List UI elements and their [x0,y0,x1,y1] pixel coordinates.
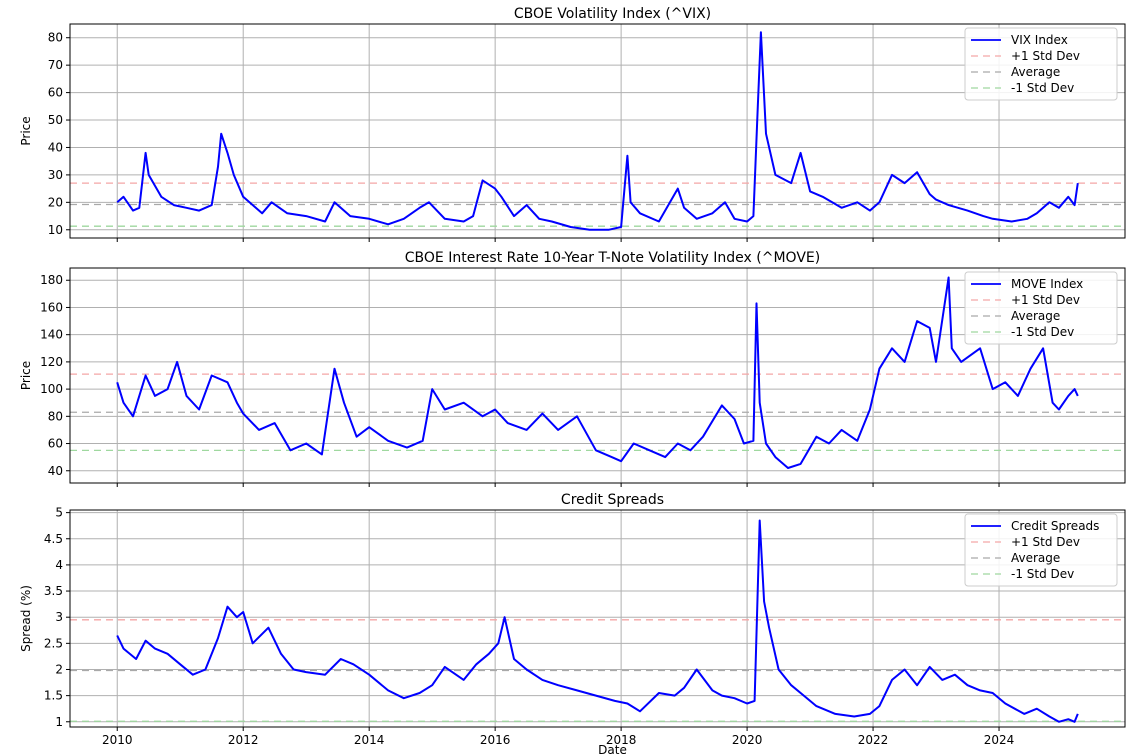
x-tick-label: 2020 [732,733,763,747]
legend-label: Average [1011,309,1060,323]
y-tick-label: 40 [48,140,63,154]
y-tick-label: 3.5 [44,584,63,598]
legend-label: +1 Std Dev [1011,49,1080,63]
x-tick-label: 2010 [102,733,133,747]
x-tick-label: 2014 [354,733,385,747]
y-tick-label: 50 [48,113,63,127]
y-tick-label: 70 [48,58,63,72]
y-tick-label: 1.5 [44,689,63,703]
y-tick-label: 140 [40,328,63,342]
legend-label: -1 Std Dev [1011,325,1074,339]
y-tick-label: 60 [48,86,63,100]
y-tick-label: 120 [40,355,63,369]
legend-label: Average [1011,551,1060,565]
y-tick-label: 5 [55,506,63,520]
legend-label: +1 Std Dev [1011,293,1080,307]
y-tick-label: 4.5 [44,532,63,546]
y-tick-label: 60 [48,437,63,451]
legend-box [964,513,1118,587]
legend-label: -1 Std Dev [1011,81,1074,95]
legend: Credit Spreads +1 Std Dev Average -1 Std De… [964,513,1118,587]
legend-box [964,271,1118,345]
y-tick-label: 4 [55,558,63,572]
y-tick-label: 80 [48,31,63,45]
move-panel: 40 60 80 100 120 140 160 180 CBOE Interest Rate … [19,250,1126,487]
y-tick-label: 2 [55,662,63,676]
credit-spreads-panel: 1 1.5 2 2.5 3 3.5 4 4.5 5 2010 2012 2014 2016 2018 202… [19,492,1126,754]
y-tick-label: 1 [55,715,63,729]
legend-label: VIX Index [1011,33,1068,47]
y-tick-label: 100 [40,382,63,396]
chart-title: CBOE Interest Rate 10-Year T-Note Volati… [405,250,820,266]
y-tick-label: 20 [48,195,63,209]
axes-frame [69,23,1126,239]
legend: MOVE Index +1 Std Dev Average -1 Std Dev [964,271,1118,345]
legend: VIX Index +1 Std Dev Average -1 Std Dev [964,27,1118,101]
y-tick-label: 2.5 [44,636,63,650]
y-axis-label: Price [19,116,33,145]
axes-frame [69,267,1126,484]
vix-panel: 10 20 30 40 50 60 70 80 CBOE Volatility Index (^… [19,6,1126,242]
series-line [116,519,1079,723]
chart-title: CBOE Volatility Index (^VIX) [514,6,711,22]
x-tick-label: 2018 [606,733,637,747]
y-tick-label: 30 [48,168,63,182]
y-tick-label: 10 [48,223,63,237]
series-line [116,31,1079,231]
x-tick-label: 2022 [858,733,889,747]
x-axis-label: Date [598,743,627,754]
series-line [116,276,1079,469]
axes-frame [69,509,1126,728]
legend-label: +1 Std Dev [1011,535,1080,549]
y-tick-label: 40 [48,464,63,478]
x-tick-label: 2016 [480,733,511,747]
y-tick-label: 80 [48,409,63,423]
y-tick-label: 180 [40,273,63,287]
y-tick-label: 160 [40,300,63,314]
y-axis-label: Spread (%) [19,585,33,652]
legend-label: -1 Std Dev [1011,567,1074,581]
chart-title: Credit Spreads [561,492,664,508]
x-tick-label: 2012 [228,733,259,747]
y-axis-label: Price [19,361,33,390]
legend-box [964,27,1118,101]
legend-label: MOVE Index [1011,277,1083,291]
y-tick-label: 3 [55,610,63,624]
legend-label: Average [1011,65,1060,79]
legend-label: Credit Spreads [1011,519,1099,533]
x-tick-label: 2024 [984,733,1015,747]
